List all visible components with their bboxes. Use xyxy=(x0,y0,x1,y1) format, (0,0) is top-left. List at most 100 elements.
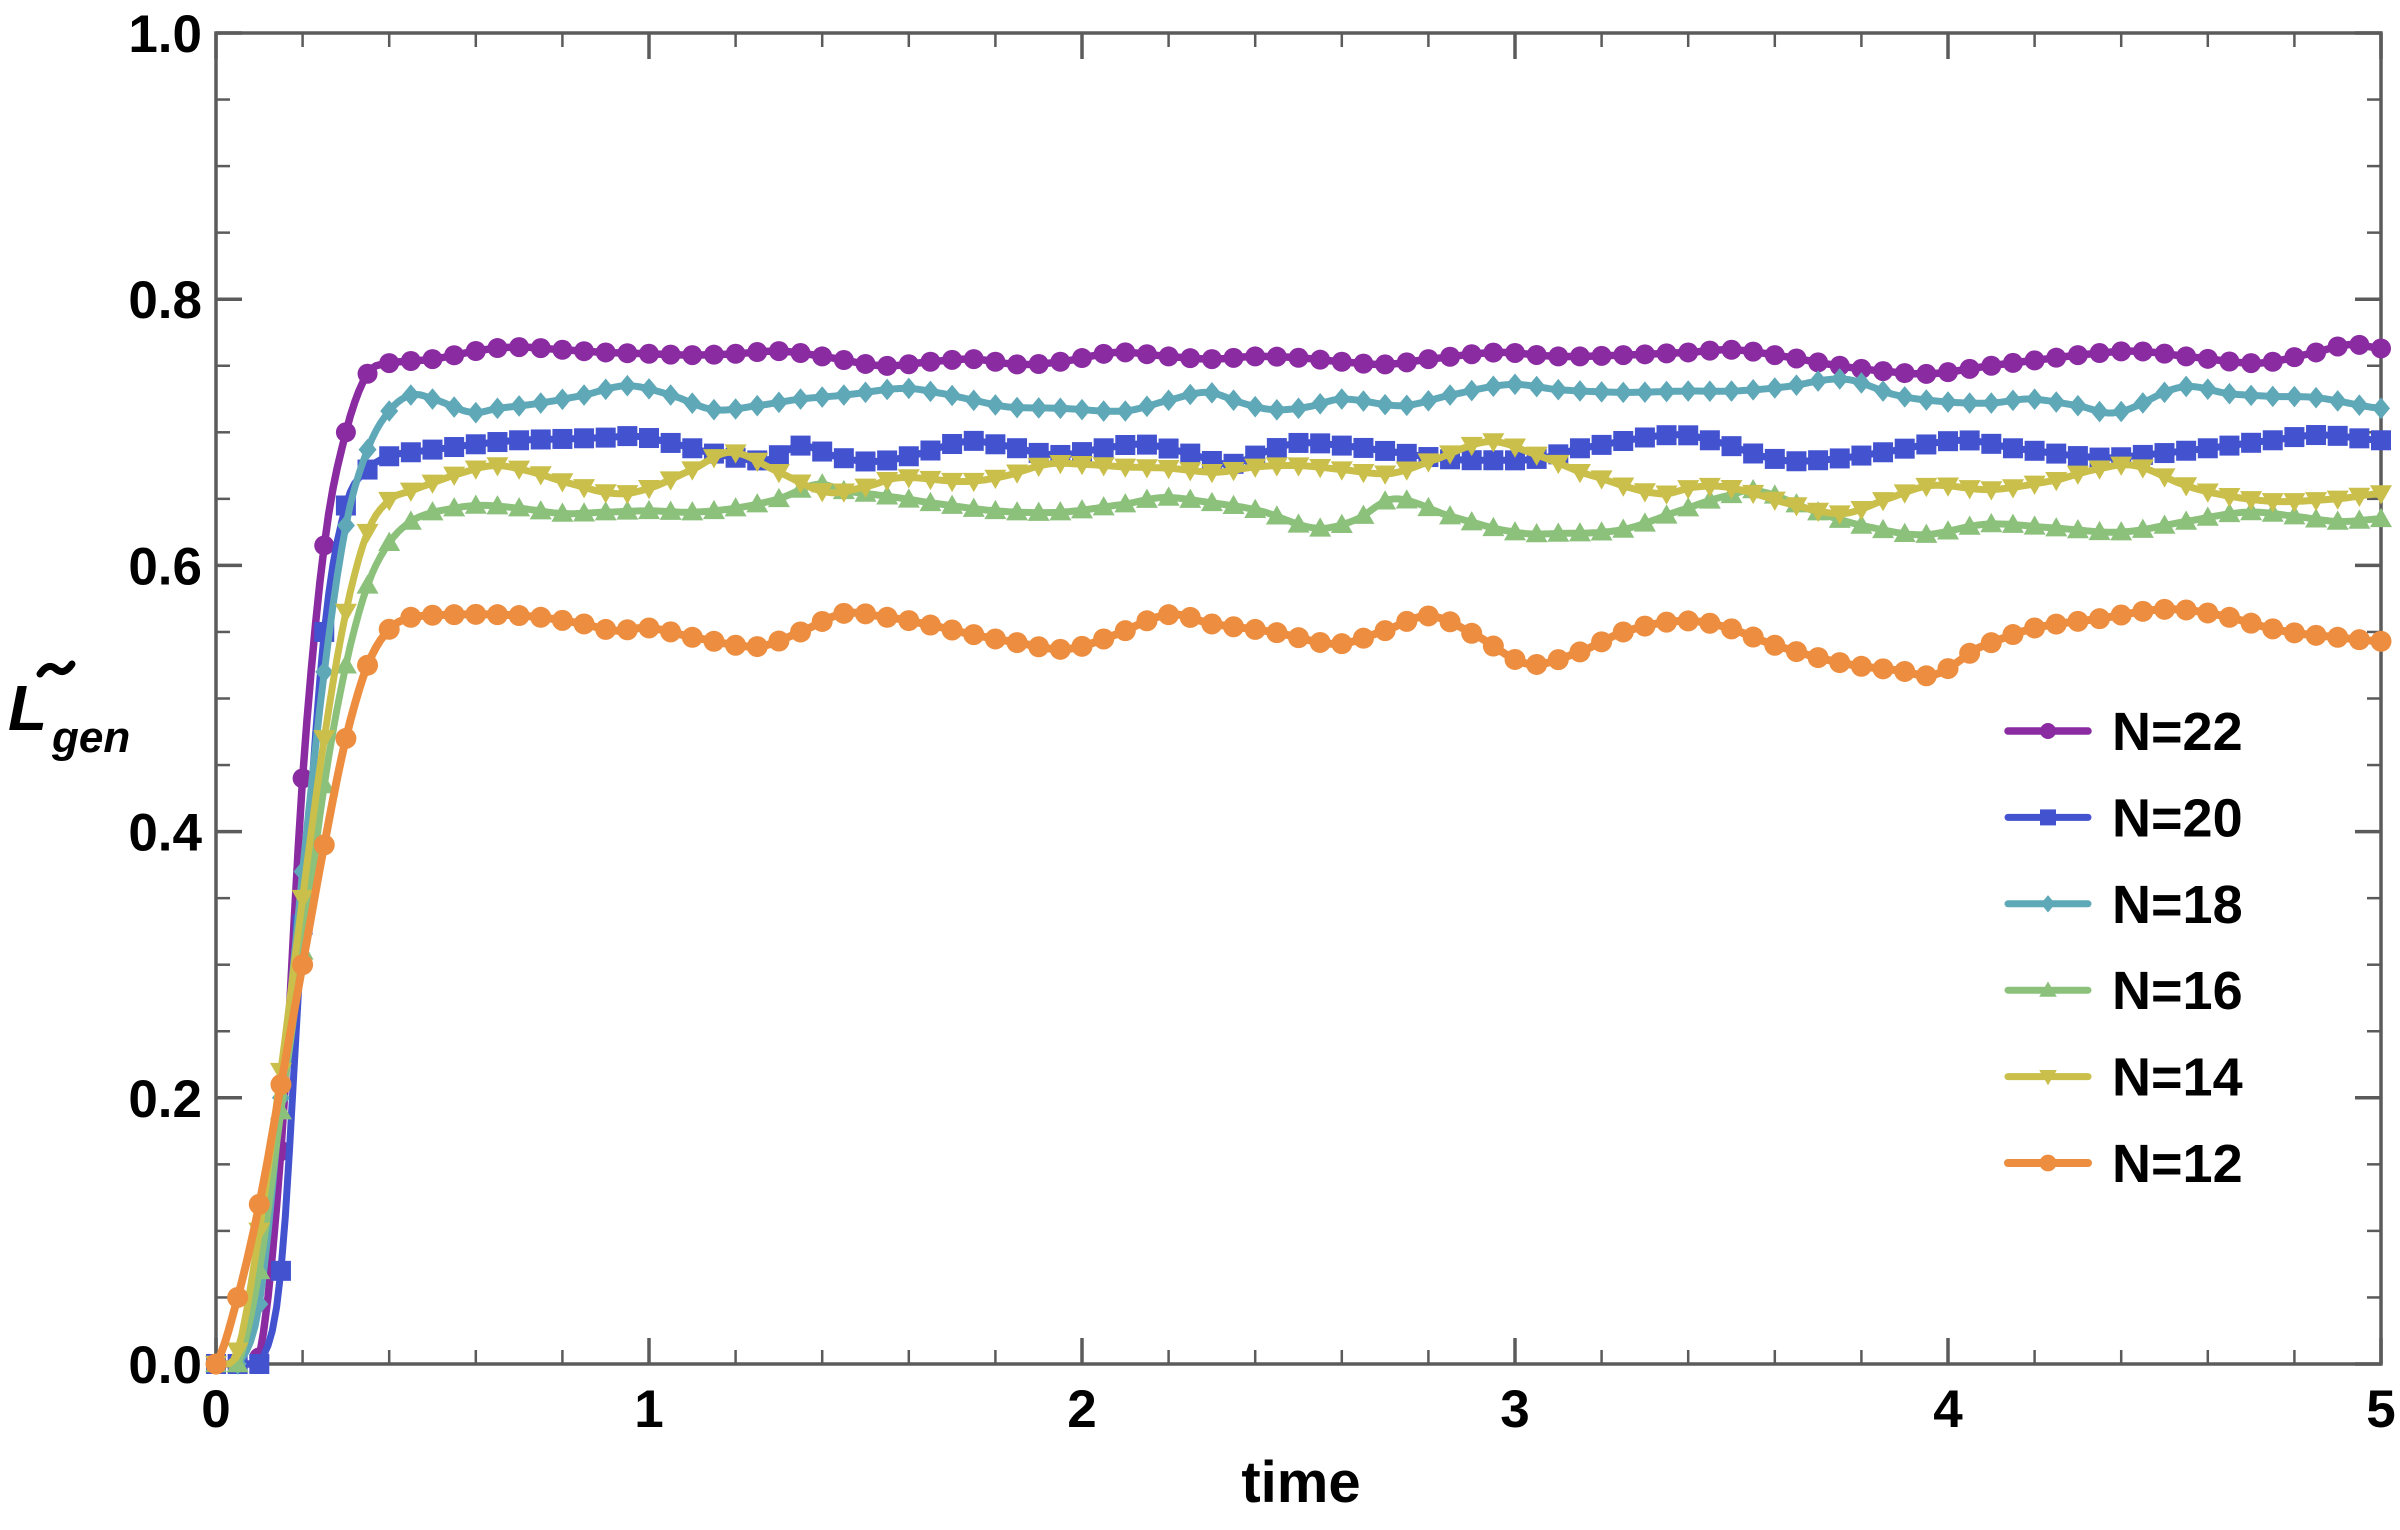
series-marker-N=14 xyxy=(2045,471,2068,492)
series-marker-N=14 xyxy=(2175,477,2198,497)
series-marker-N=16 xyxy=(1460,511,1483,531)
series-marker-N=18 xyxy=(401,384,420,406)
series-marker-N=20 xyxy=(1591,434,1612,455)
series-marker-N=22 xyxy=(1505,342,1525,363)
series-marker-N=18 xyxy=(726,398,745,420)
series-marker-N=16 xyxy=(1309,517,1332,537)
series-marker-N=20 xyxy=(422,439,443,460)
series-marker-N=18 xyxy=(1376,393,1395,416)
series-marker-N=20 xyxy=(1180,443,1201,464)
series-marker-N=12 xyxy=(205,1353,227,1375)
series-marker-N=18 xyxy=(1354,390,1373,412)
series-marker-N=12 xyxy=(2348,629,2370,651)
series-marker-N=18 xyxy=(423,388,442,410)
series-marker-N=18 xyxy=(1895,386,1914,408)
legend-label: N=14 xyxy=(2112,1048,2243,1108)
series-marker-N=16 xyxy=(399,510,422,530)
series-marker-N=22 xyxy=(2371,338,2391,359)
series-marker-N=18 xyxy=(1419,390,1438,412)
series-marker-N=18 xyxy=(2047,391,2066,413)
series-marker-N=16 xyxy=(1114,493,1137,513)
series-marker-N=16 xyxy=(1027,501,1050,521)
series-marker-N=14 xyxy=(767,463,790,484)
series-marker-N=12 xyxy=(1894,660,1916,682)
series-marker-N=16 xyxy=(941,494,964,514)
series-marker-N=14 xyxy=(1417,453,1440,473)
series-marker-N=12 xyxy=(1417,605,1439,627)
series-marker-N=18 xyxy=(1051,397,1070,420)
series-marker-N=22 xyxy=(1721,339,1742,360)
series-marker-N=12 xyxy=(2110,604,2132,626)
series-marker-N=16 xyxy=(1547,522,1570,542)
series-marker-N=18 xyxy=(791,388,810,410)
series-marker-N=16 xyxy=(2283,505,2306,525)
series-marker-N=12 xyxy=(573,613,595,635)
series-marker-N=16 xyxy=(984,499,1007,520)
series-marker-N=18 xyxy=(2263,385,2282,408)
series-marker-N=18 xyxy=(1224,389,1243,412)
series-marker-N=22 xyxy=(660,344,681,365)
series-marker-N=12 xyxy=(1785,641,1807,663)
series-marker-N=16 xyxy=(702,499,725,520)
series-marker-N=14 xyxy=(486,457,509,477)
series-marker-N=14 xyxy=(2131,459,2154,479)
series-marker-N=12 xyxy=(941,619,963,641)
series-marker-N=14 xyxy=(832,483,855,503)
series-marker-N=20 xyxy=(509,430,530,451)
series-marker-N=12 xyxy=(1721,618,1742,640)
series-marker-N=14 xyxy=(356,523,379,544)
series-marker-N=22 xyxy=(963,349,984,370)
series-marker-N=14 xyxy=(1460,436,1483,457)
series-marker-N=14 xyxy=(876,471,899,492)
series-marker-N=12 xyxy=(1829,652,1851,674)
series-marker-N=18 xyxy=(488,397,507,420)
series-marker-N=20 xyxy=(1894,438,1915,459)
series-marker-N=22 xyxy=(942,349,963,370)
series-marker-N=18 xyxy=(1787,374,1806,396)
series-marker-N=12 xyxy=(400,606,422,628)
series-marker-N=14 xyxy=(1655,485,1678,505)
series-marker-N=12 xyxy=(919,614,941,636)
series-marker-N=20 xyxy=(833,448,854,469)
series-marker-N=12 xyxy=(725,634,747,656)
series-marker-N=12 xyxy=(313,834,335,856)
series-marker-N=16 xyxy=(1200,491,1223,512)
series-marker-N=18 xyxy=(661,384,680,406)
series-marker-N=12 xyxy=(1179,606,1201,628)
series-marker-N=12 xyxy=(1915,665,1937,687)
x-tick-label: 4 xyxy=(1933,1380,1963,1439)
series-marker-N=16 xyxy=(2153,514,2176,534)
series-marker-N=12 xyxy=(1526,653,1548,675)
series-marker-N=12 xyxy=(1374,620,1396,642)
series-marker-N=16 xyxy=(2023,515,2046,535)
series-marker-N=18 xyxy=(1137,395,1156,418)
series-marker-N=16 xyxy=(1893,522,1916,542)
series-marker-N=22 xyxy=(2111,341,2132,362)
series-marker-N=14 xyxy=(2240,491,2263,511)
series-marker-N=18 xyxy=(2220,382,2239,405)
series-marker-N=12 xyxy=(248,1193,270,1215)
series-marker-N=22 xyxy=(465,341,486,362)
series-marker-N=20 xyxy=(877,450,898,471)
series-marker-N=14 xyxy=(897,469,920,489)
series-marker-N=16 xyxy=(1677,497,1700,517)
series-marker-N=18 xyxy=(1635,381,1654,403)
series-marker-N=22 xyxy=(2067,345,2088,366)
series-marker-N=12 xyxy=(1266,622,1288,644)
series-marker-N=12 xyxy=(1461,622,1483,644)
series-marker-N=20 xyxy=(1007,438,1028,459)
series-marker-N=18 xyxy=(1159,389,1178,412)
series-marker-N=12 xyxy=(551,609,573,631)
legend-swatch-marker xyxy=(2040,723,2056,739)
series-marker-N=20 xyxy=(2046,443,2067,464)
series-marker-N=14 xyxy=(421,474,444,494)
series-marker-N=22 xyxy=(1591,345,1612,366)
series-marker-N=22 xyxy=(1266,346,1287,367)
series-marker-N=18 xyxy=(1614,381,1633,404)
series-marker-N=20 xyxy=(530,429,551,450)
series-marker-N=22 xyxy=(1028,354,1049,375)
series-marker-N=18 xyxy=(1960,392,1979,414)
series-marker-N=14 xyxy=(1893,484,1916,504)
series-marker-N=20 xyxy=(1158,438,1179,459)
series-marker-N=16 xyxy=(1590,521,1613,541)
